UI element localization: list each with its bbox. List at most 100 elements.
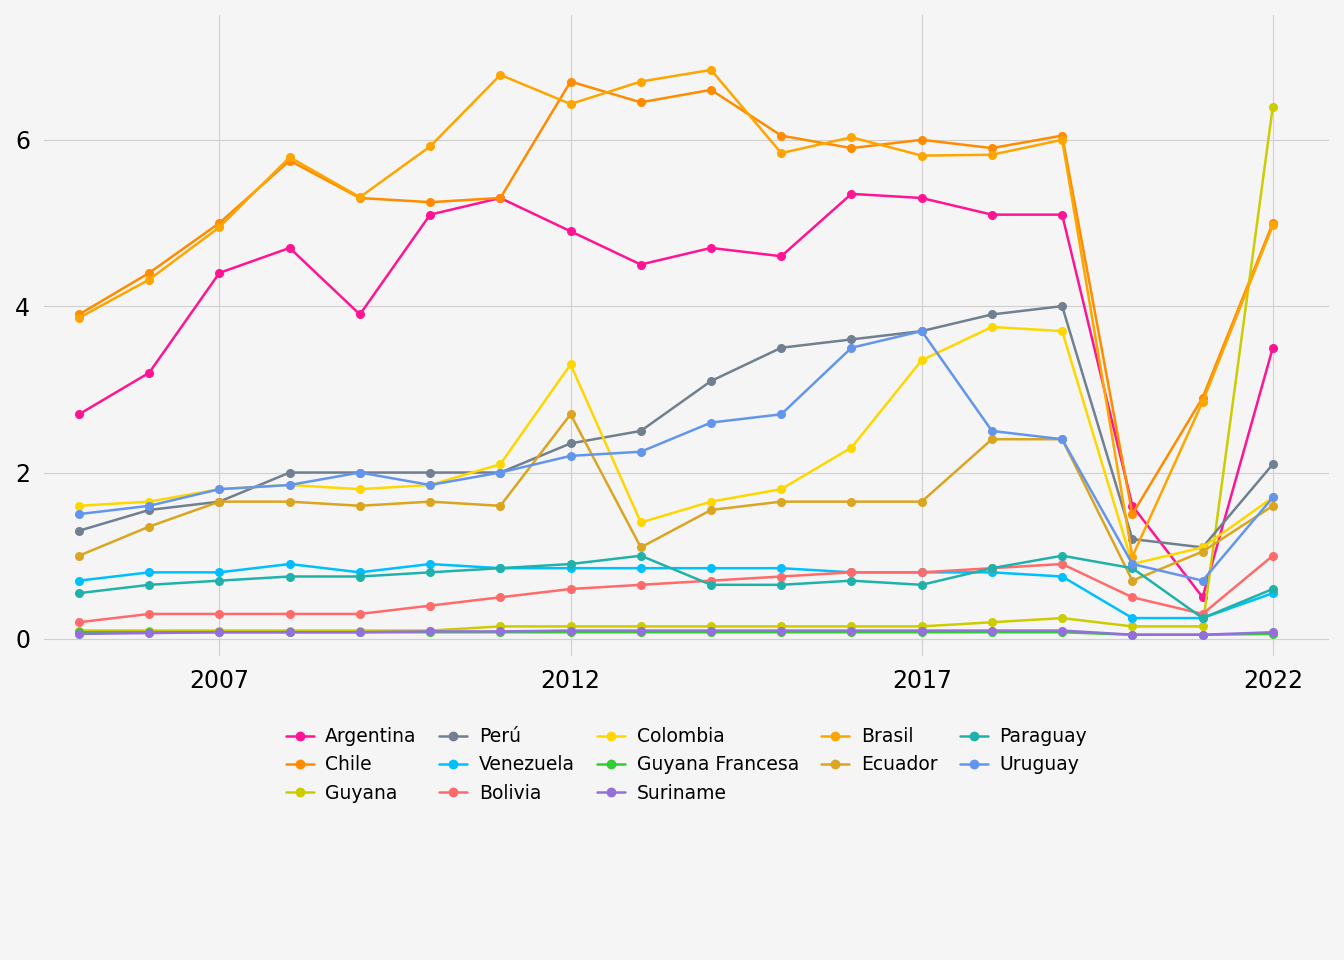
Perú	[211, 496, 227, 508]
Guyana Francesa	[844, 627, 860, 638]
Venezuela	[914, 566, 930, 578]
Colombia	[1195, 541, 1211, 553]
Guyana Francesa	[703, 627, 719, 638]
Venezuela	[352, 566, 368, 578]
Perú	[984, 309, 1000, 321]
Ecuador	[563, 409, 579, 420]
Paraguay	[211, 575, 227, 587]
Colombia	[563, 359, 579, 371]
Uruguay	[352, 467, 368, 478]
Paraguay	[1054, 550, 1070, 562]
Uruguay	[703, 417, 719, 428]
Ecuador	[492, 500, 508, 512]
Line: Colombia: Colombia	[75, 324, 1277, 568]
Paraguay	[773, 579, 789, 590]
Colombia	[844, 442, 860, 453]
Brasil	[703, 64, 719, 76]
Venezuela	[282, 559, 298, 570]
Guyana Francesa	[282, 627, 298, 638]
Bolivia	[422, 600, 438, 612]
Uruguay	[1265, 492, 1281, 503]
Suriname	[633, 625, 649, 636]
Guyana	[282, 625, 298, 636]
Brasil	[844, 132, 860, 143]
Uruguay	[1054, 434, 1070, 445]
Line: Bolivia: Bolivia	[75, 552, 1277, 626]
Venezuela	[773, 563, 789, 574]
Colombia	[492, 459, 508, 470]
Colombia	[422, 479, 438, 491]
Line: Brasil: Brasil	[75, 66, 1277, 561]
Line: Paraguay: Paraguay	[75, 552, 1277, 622]
Bolivia	[773, 571, 789, 583]
Suriname	[844, 625, 860, 636]
Ecuador	[1195, 546, 1211, 558]
Colombia	[914, 354, 930, 366]
Brasil	[914, 150, 930, 161]
Argentina	[984, 209, 1000, 221]
Perú	[141, 504, 157, 516]
Argentina	[914, 192, 930, 204]
Uruguay	[211, 484, 227, 495]
Colombia	[71, 500, 87, 512]
Ecuador	[1054, 434, 1070, 445]
Argentina	[141, 367, 157, 378]
Bolivia	[563, 584, 579, 595]
Venezuela	[71, 575, 87, 587]
Guyana Francesa	[1125, 629, 1141, 640]
Guyana	[1265, 101, 1281, 112]
Argentina	[773, 251, 789, 262]
Brasil	[141, 274, 157, 285]
Venezuela	[422, 559, 438, 570]
Chile	[844, 142, 860, 154]
Chile	[984, 142, 1000, 154]
Bolivia	[1125, 591, 1141, 603]
Guyana Francesa	[773, 627, 789, 638]
Perú	[773, 342, 789, 353]
Argentina	[1265, 342, 1281, 353]
Argentina	[1195, 591, 1211, 603]
Suriname	[1195, 629, 1211, 640]
Brasil	[633, 76, 649, 87]
Ecuador	[914, 496, 930, 508]
Brasil	[492, 69, 508, 81]
Guyana	[422, 625, 438, 636]
Paraguay	[492, 563, 508, 574]
Suriname	[1125, 629, 1141, 640]
Guyana Francesa	[633, 627, 649, 638]
Guyana	[984, 616, 1000, 628]
Bolivia	[703, 575, 719, 587]
Chile	[352, 192, 368, 204]
Venezuela	[492, 563, 508, 574]
Guyana	[352, 625, 368, 636]
Chile	[141, 267, 157, 278]
Venezuela	[1054, 571, 1070, 583]
Guyana	[71, 625, 87, 636]
Paraguay	[914, 579, 930, 590]
Venezuela	[703, 563, 719, 574]
Venezuela	[211, 566, 227, 578]
Chile	[422, 197, 438, 208]
Uruguay	[492, 467, 508, 478]
Uruguay	[141, 500, 157, 512]
Guyana	[1195, 621, 1211, 633]
Ecuador	[844, 496, 860, 508]
Perú	[1054, 300, 1070, 312]
Ecuador	[422, 496, 438, 508]
Perú	[1265, 459, 1281, 470]
Paraguay	[563, 559, 579, 570]
Brasil	[984, 149, 1000, 160]
Venezuela	[1125, 612, 1141, 624]
Perú	[1125, 534, 1141, 545]
Guyana Francesa	[984, 627, 1000, 638]
Chile	[1125, 509, 1141, 520]
Suriname	[211, 627, 227, 638]
Guyana Francesa	[141, 627, 157, 638]
Uruguay	[984, 425, 1000, 437]
Line: Suriname: Suriname	[75, 627, 1277, 638]
Suriname	[703, 625, 719, 636]
Bolivia	[211, 609, 227, 620]
Guyana	[492, 621, 508, 633]
Paraguay	[703, 579, 719, 590]
Chile	[71, 309, 87, 321]
